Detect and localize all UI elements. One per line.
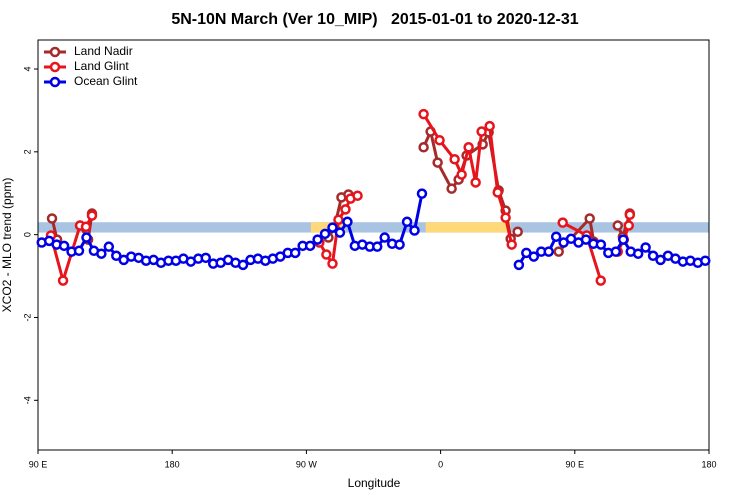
data-point bbox=[418, 142, 429, 153]
data-point bbox=[319, 228, 331, 240]
x-tick-label: 90 E bbox=[29, 459, 48, 469]
data-point bbox=[333, 214, 344, 225]
data-point bbox=[463, 142, 474, 153]
data-point bbox=[334, 227, 346, 238]
data-point bbox=[580, 234, 592, 245]
ocean-band bbox=[38, 222, 709, 233]
data-point bbox=[449, 154, 460, 165]
data-point bbox=[528, 251, 540, 262]
y-tick-label: -2 bbox=[22, 313, 32, 321]
data-point bbox=[476, 126, 487, 137]
data-point bbox=[237, 259, 249, 271]
data-point bbox=[610, 246, 622, 257]
data-point bbox=[342, 216, 353, 228]
data-point bbox=[418, 108, 429, 120]
y-tick-label: -4 bbox=[22, 396, 32, 404]
data-point bbox=[584, 213, 595, 224]
data-point bbox=[289, 247, 301, 259]
data-point bbox=[550, 231, 562, 242]
data-point bbox=[340, 204, 351, 215]
x-axis-label: Longitude bbox=[348, 476, 401, 490]
data-point bbox=[432, 157, 443, 168]
data-point bbox=[379, 232, 390, 243]
data-point bbox=[352, 190, 363, 201]
data-point bbox=[484, 120, 495, 132]
data-point bbox=[80, 221, 92, 233]
x-tick-label: 0 bbox=[438, 459, 443, 469]
data-point bbox=[304, 240, 316, 252]
data-point bbox=[506, 239, 517, 250]
data-point bbox=[327, 222, 338, 233]
data-point bbox=[640, 242, 651, 253]
y-tick-label: 2 bbox=[22, 149, 32, 154]
data-point bbox=[81, 232, 92, 243]
legend-swatch-marker bbox=[49, 61, 61, 73]
legend-swatch-marker bbox=[49, 46, 61, 58]
data-point bbox=[618, 234, 629, 245]
data-point bbox=[46, 213, 58, 224]
legend-swatch-marker bbox=[49, 76, 61, 88]
data-point bbox=[700, 255, 711, 266]
data-point bbox=[470, 177, 481, 188]
x-tick-label: 90 W bbox=[296, 459, 318, 469]
data-point bbox=[595, 275, 606, 286]
y-tick-label: 0 bbox=[22, 232, 32, 237]
data-point bbox=[434, 134, 445, 146]
data-point bbox=[543, 246, 554, 257]
data-point bbox=[456, 169, 467, 180]
data-point bbox=[446, 183, 457, 194]
data-point bbox=[624, 209, 636, 221]
x-tick-label: 90 E bbox=[566, 459, 585, 469]
data-point bbox=[612, 220, 623, 231]
data-point bbox=[513, 259, 525, 271]
chart-title: 5N-10N March (Ver 10_MIP) 2015-01-01 to … bbox=[171, 11, 578, 28]
legend-label: Land Nadir bbox=[74, 44, 133, 58]
data-point bbox=[200, 252, 211, 264]
y-axis-label: XCO2 - MLO trend (ppm) bbox=[0, 178, 14, 313]
y-tick-label: 4 bbox=[22, 66, 32, 71]
data-point bbox=[409, 225, 420, 236]
data-point bbox=[58, 240, 70, 252]
data-point bbox=[553, 246, 564, 257]
data-point bbox=[623, 220, 635, 231]
data-point bbox=[512, 226, 523, 237]
x-tick-label: 180 bbox=[165, 459, 180, 469]
data-point bbox=[103, 241, 115, 252]
data-point bbox=[416, 188, 428, 199]
data-point bbox=[632, 248, 644, 259]
data-point bbox=[111, 250, 122, 262]
data-point bbox=[321, 249, 332, 260]
data-point bbox=[492, 187, 503, 198]
data-point bbox=[327, 258, 338, 269]
data-point bbox=[312, 234, 323, 245]
data-point bbox=[595, 239, 607, 250]
data-point bbox=[647, 250, 659, 262]
data-point bbox=[57, 275, 69, 286]
data-point bbox=[371, 241, 383, 252]
legend-label: Ocean Glint bbox=[74, 74, 138, 88]
data-point bbox=[500, 212, 511, 223]
data-point bbox=[96, 248, 107, 259]
land-band bbox=[425, 222, 511, 233]
data-point bbox=[401, 216, 413, 228]
x-tick-label: 180 bbox=[701, 459, 716, 469]
data-point bbox=[394, 239, 405, 250]
data-point bbox=[73, 245, 85, 257]
data-point bbox=[557, 217, 568, 228]
data-point bbox=[655, 254, 666, 266]
data-point bbox=[86, 210, 98, 221]
legend-label: Land Glint bbox=[74, 59, 129, 73]
